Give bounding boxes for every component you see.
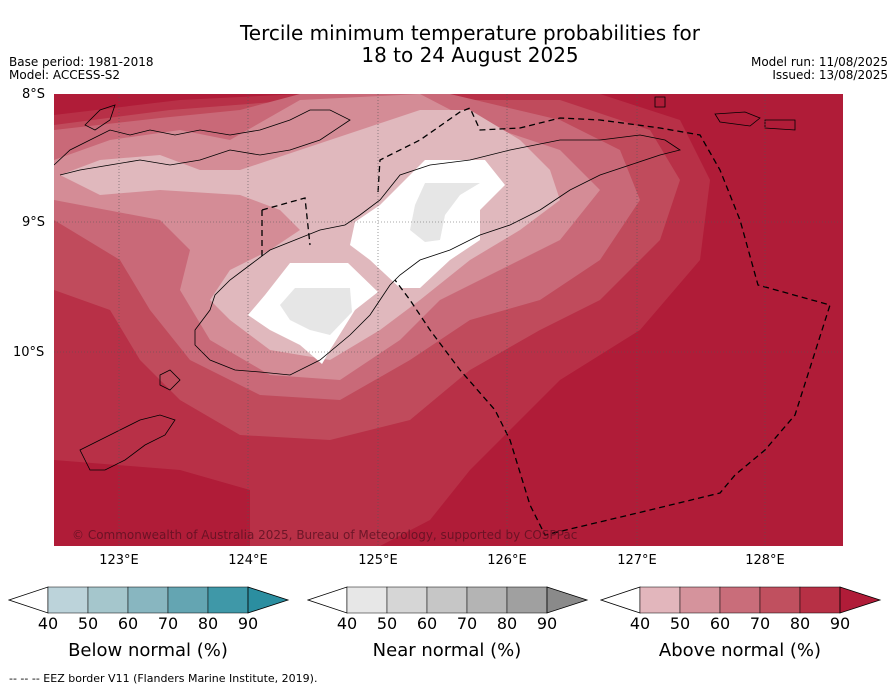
colorbar-tick-label: 90 <box>536 614 558 633</box>
colorbar-tick-label: 80 <box>789 614 811 633</box>
colorbar-tick-label: 80 <box>496 614 518 633</box>
base-period: Base period: 1981-2018 <box>9 55 154 69</box>
meta-right: Model run: 11/08/2025 Issued: 13/08/2025 <box>751 56 888 82</box>
colorbar-tick-label: 70 <box>456 614 478 633</box>
map-fill-grey-north <box>410 183 480 242</box>
colorbar-segment <box>799 586 841 614</box>
colorbar-tick-label: 90 <box>237 614 259 633</box>
colorbar-segment <box>167 586 209 614</box>
colorbar-tick-label: 70 <box>157 614 179 633</box>
lon-label-123e: 123°E <box>99 553 139 568</box>
map-title-line1: Tercile minimum temperature probabilitie… <box>239 21 701 45</box>
colorbar-high-extend <box>546 586 589 614</box>
colorbar-label-near: Near normal (%) <box>372 640 522 661</box>
lon-label-126e: 126°E <box>487 553 527 568</box>
model-name: Model: ACCESS-S2 <box>9 68 121 82</box>
colorbar-tick-label: 50 <box>77 614 99 633</box>
colorbar-tick-label: 50 <box>669 614 691 633</box>
colorbar-tick-label: 60 <box>709 614 731 633</box>
meta-left: Base period: 1981-2018 Model: ACCESS-S2 <box>9 56 154 82</box>
colorbar-high-extend <box>247 586 290 614</box>
issued-date: Issued: 13/08/2025 <box>772 68 888 82</box>
lon-label-124e: 124°E <box>228 553 268 568</box>
lon-label-127e: 127°E <box>617 553 657 568</box>
graticule <box>54 94 843 546</box>
colorbar-segment <box>47 586 89 614</box>
colorbar-tick-label: 40 <box>629 614 651 633</box>
colorbar-tick-label: 90 <box>829 614 851 633</box>
colorbar-segment <box>719 586 761 614</box>
colorbar-high-extend <box>839 586 882 614</box>
coastlines <box>54 96 796 471</box>
map-title-line2: 18 to 24 August 2025 <box>361 43 579 67</box>
colorbar-segment <box>87 586 129 614</box>
lon-label-125e: 125°E <box>358 553 398 568</box>
lat-label-10s: 10°S <box>13 345 45 360</box>
eez-border <box>377 107 831 536</box>
eez-footnote: -- -- -- EEZ border V11 (Flanders Marine… <box>9 672 318 685</box>
colorbar-segment <box>386 586 428 614</box>
colorbar-near-normal <box>307 586 589 614</box>
colorbar-segment <box>207 586 249 614</box>
colorbar-low-extend <box>307 586 348 614</box>
colorbar-segment <box>426 586 468 614</box>
colorbar-low-extend <box>600 586 641 614</box>
colorbar-tick-label: 40 <box>336 614 358 633</box>
colorbar-tick-label: 80 <box>197 614 219 633</box>
colorbar-tick-label: 50 <box>376 614 398 633</box>
probability-map: © Commonwealth of Australia 2025, Bureau… <box>54 94 843 546</box>
colorbar-segment <box>127 586 169 614</box>
colorbar-label-above: Above normal (%) <box>658 640 822 661</box>
colorbar-label-below: Below normal (%) <box>68 640 228 661</box>
colorbar-segment <box>506 586 548 614</box>
copyright-text: © Commonwealth of Australia 2025, Bureau… <box>72 528 577 542</box>
lat-label-9s: 9°S <box>22 215 46 230</box>
lon-label-128e: 128°E <box>745 553 785 568</box>
colorbar-segment <box>466 586 508 614</box>
colorbar-segment <box>759 586 801 614</box>
colorbar-above-normal <box>600 586 882 614</box>
colorbar-low-extend <box>8 586 49 614</box>
lat-label-8s: 8°S <box>22 87 46 102</box>
model-run: Model run: 11/08/2025 <box>750 55 888 69</box>
colorbar-below-normal <box>8 586 290 614</box>
colorbar-segment <box>639 586 681 614</box>
colorbar-tick-label: 60 <box>117 614 139 633</box>
colorbar-tick-label: 60 <box>416 614 438 633</box>
colorbar-tick-label: 40 <box>37 614 59 633</box>
colorbar-segment <box>346 586 388 614</box>
map-fill-grey-south <box>280 288 352 335</box>
colorbar-segment <box>679 586 721 614</box>
colorbar-tick-label: 70 <box>749 614 771 633</box>
